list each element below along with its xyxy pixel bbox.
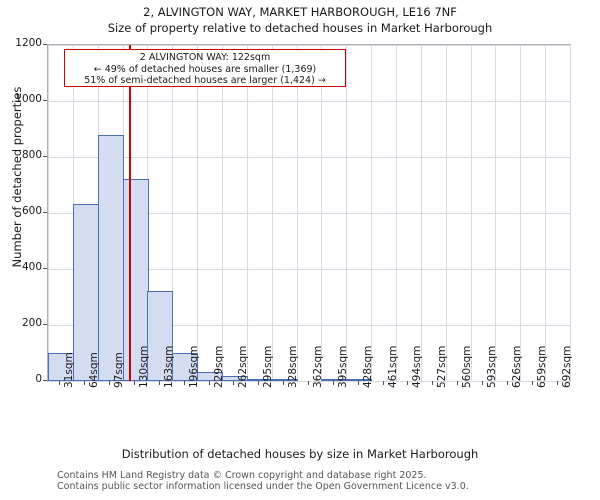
x-tick-mark	[258, 381, 259, 385]
x-tick-label: 461sqm	[386, 345, 399, 388]
annotation-line-2: ← 49% of detached houses are smaller (1,…	[93, 63, 317, 75]
y-tick-label: 600	[21, 205, 42, 217]
x-tick-label: 97sqm	[113, 352, 126, 388]
y-tick-mark	[43, 380, 47, 381]
y-tick-mark	[43, 324, 47, 325]
x-tick-label: 262sqm	[237, 345, 250, 388]
x-tick-label: 560sqm	[461, 345, 474, 388]
x-tick-mark	[308, 381, 309, 385]
x-tick-mark	[209, 381, 210, 385]
bar	[222, 375, 248, 381]
annotation-box: 2 ALVINGTON WAY: 122sqm ← 49% of detache…	[64, 49, 346, 87]
x-tick-label: 64sqm	[88, 352, 101, 388]
x-tick-label: 163sqm	[162, 345, 175, 388]
x-tick-mark	[84, 381, 85, 385]
x-tick-label: 593sqm	[486, 345, 498, 388]
x-tick-label: 692sqm	[560, 345, 573, 388]
x-tick-label: 395sqm	[336, 345, 349, 388]
x-tick-mark	[184, 381, 185, 385]
y-tick-mark	[43, 44, 47, 45]
gridline-horizontal	[48, 101, 570, 102]
property-marker-line	[129, 45, 131, 381]
y-tick-mark	[43, 100, 47, 101]
bar	[346, 379, 372, 381]
x-tick-mark	[482, 381, 483, 385]
bar	[48, 353, 74, 381]
bar	[172, 353, 198, 381]
x-tick-mark	[134, 381, 135, 385]
bar	[98, 134, 124, 381]
x-tick-mark	[383, 381, 384, 385]
footer: Contains HM Land Registry data © Crown c…	[57, 470, 597, 492]
x-tick-mark	[557, 381, 558, 385]
x-tick-label: 527sqm	[436, 345, 449, 388]
gridline-horizontal	[48, 269, 570, 270]
y-tick-mark	[43, 268, 47, 269]
bar	[147, 291, 173, 381]
annotation-line-1: 2 ALVINGTON WAY: 122sqm	[139, 52, 271, 63]
y-tick-label: 200	[21, 317, 42, 329]
chart-subtitle: Size of property relative to detached ho…	[107, 21, 493, 35]
x-tick-mark	[532, 381, 533, 385]
gridline-horizontal	[48, 325, 570, 326]
x-tick-mark	[457, 381, 458, 385]
x-tick-mark	[333, 381, 334, 385]
gridline-horizontal	[48, 45, 570, 46]
y-tick-label: 0	[35, 373, 42, 385]
x-tick-label: 130sqm	[138, 345, 150, 388]
x-tick-label: 31sqm	[63, 352, 76, 388]
annotation-line-3: 51% of semi-detached houses are larger (…	[84, 75, 326, 86]
x-tick-label: 626sqm	[510, 345, 523, 388]
x-tick-mark	[407, 381, 408, 385]
x-tick-mark	[358, 381, 359, 385]
x-tick-label: 295sqm	[262, 345, 275, 388]
bar	[123, 178, 149, 381]
y-tick-mark	[43, 156, 47, 157]
gridline-horizontal	[48, 157, 570, 158]
plot-area	[47, 44, 571, 382]
x-tick-label: 659sqm	[535, 345, 548, 388]
x-tick-label: 196sqm	[187, 345, 200, 388]
x-tick-mark	[283, 381, 284, 385]
footer-line-1: Contains HM Land Registry data © Crown c…	[57, 470, 427, 481]
x-tick-label: 494sqm	[411, 345, 424, 388]
x-tick-mark	[109, 381, 110, 385]
y-tick-label: 1000	[15, 93, 42, 105]
y-tick-label: 800	[21, 149, 42, 161]
x-tick-label: 229sqm	[212, 345, 225, 388]
y-axis-title: Number of detached properties	[10, 86, 24, 268]
x-tick-label: 362sqm	[312, 345, 324, 388]
footer-line-2: Contains public sector information licen…	[57, 481, 469, 492]
x-tick-mark	[233, 381, 234, 385]
x-tick-label: 428sqm	[361, 345, 374, 388]
bar	[272, 379, 298, 381]
x-tick-label: 328sqm	[287, 345, 300, 388]
x-axis-title: Distribution of detached houses by size …	[121, 447, 479, 461]
chart-title: 2, ALVINGTON WAY, MARKET HARBOROUGH, LE1…	[143, 5, 457, 19]
y-tick-mark	[43, 212, 47, 213]
x-tick-mark	[507, 381, 508, 385]
gridline-horizontal	[48, 213, 570, 214]
x-tick-mark	[59, 381, 60, 385]
y-tick-label: 1200	[15, 37, 42, 49]
gridline-vertical	[570, 45, 571, 381]
y-tick-label: 400	[21, 261, 42, 273]
gridline-horizontal	[48, 381, 570, 382]
x-tick-mark	[432, 381, 433, 385]
x-tick-mark	[159, 381, 160, 385]
